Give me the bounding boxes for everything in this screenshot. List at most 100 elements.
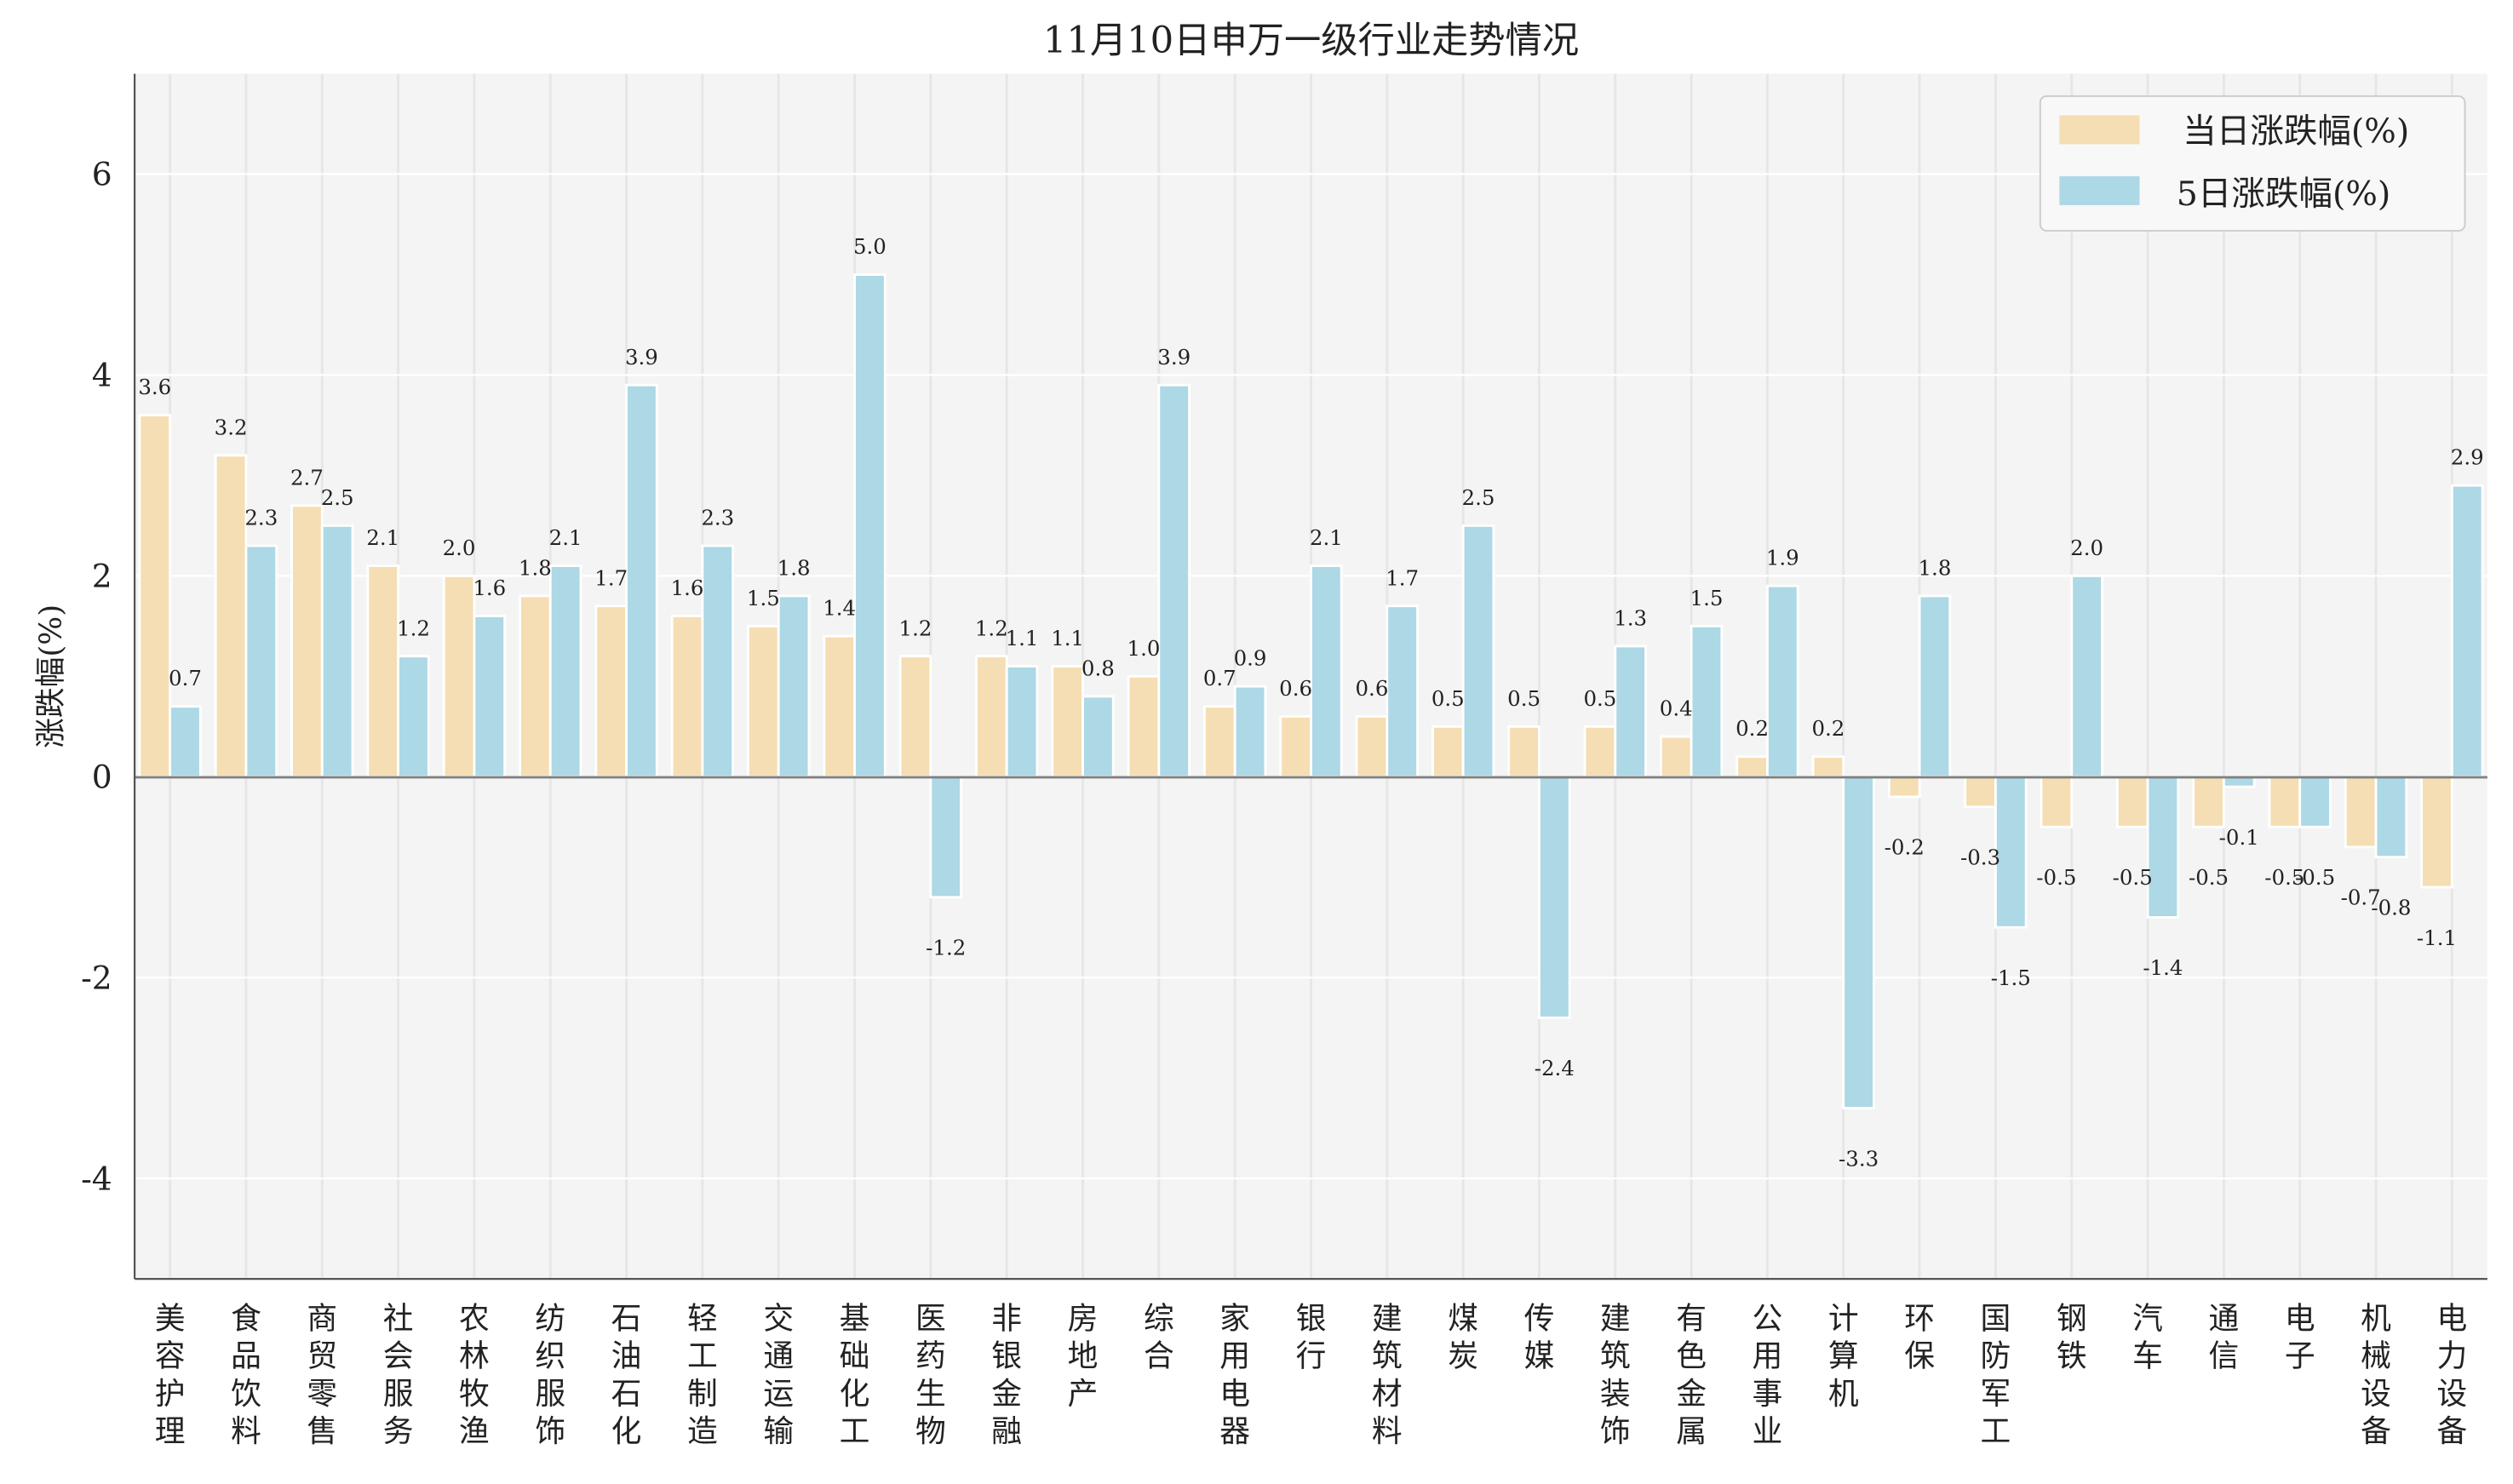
- bar-5day-14: [1233, 685, 1267, 778]
- bar-5day-28: [2298, 775, 2332, 828]
- data-label-5day-13: 3.9: [1157, 345, 1191, 370]
- data-label-daily-17: 0.5: [1431, 686, 1465, 711]
- bar-daily-10: [898, 655, 932, 778]
- bar-daily-15: [1279, 715, 1312, 778]
- bar-daily-0: [138, 414, 172, 778]
- x-tick-label: 纺织服饰: [535, 1301, 565, 1449]
- bar-daily-22: [1811, 755, 1845, 778]
- data-label-daily-3: 2.1: [366, 525, 399, 550]
- data-label-daily-6: 1.7: [594, 565, 628, 590]
- x-tick-label: 食品饮料: [231, 1301, 261, 1449]
- data-label-daily-26: -0.5: [2113, 865, 2153, 890]
- data-label-5day-11: 1.1: [1006, 626, 1039, 650]
- bar-daily-23: [1887, 775, 1921, 799]
- data-label-5day-26: -1.4: [2143, 955, 2183, 980]
- x-tick-label: 轻工制造: [687, 1301, 718, 1449]
- data-label-daily-0: 3.6: [138, 375, 171, 399]
- data-label-5day-1: 2.3: [244, 506, 278, 530]
- data-label-5day-14: 0.9: [1234, 646, 1267, 671]
- data-label-daily-19: 0.5: [1583, 686, 1616, 711]
- data-label-5day-16: 1.7: [1386, 565, 1419, 590]
- data-label-5day-27: -0.1: [2219, 825, 2259, 850]
- data-label-5day-28: -0.5: [2295, 865, 2335, 890]
- bar-daily-30: [2420, 775, 2453, 889]
- data-label-5day-8: 1.8: [777, 555, 811, 580]
- x-tick-label: 美容护理: [155, 1301, 186, 1449]
- x-tick-label: 建筑材料: [1372, 1301, 1403, 1449]
- data-label-daily-18: 0.5: [1507, 686, 1541, 711]
- bar-daily-2: [290, 504, 324, 778]
- bar-5day-25: [2070, 574, 2103, 778]
- chart-title: 11月10日申万一级行业走势情况: [1043, 20, 1579, 62]
- data-label-5day-10: -1.2: [926, 936, 966, 960]
- bar-5day-26: [2146, 775, 2180, 919]
- data-label-5day-0: 0.7: [169, 666, 202, 690]
- y-tick-label: -4: [81, 1160, 112, 1197]
- data-label-daily-24: -0.3: [1960, 845, 2000, 869]
- bar-daily-11: [975, 655, 1008, 778]
- bar-5day-30: [2450, 484, 2484, 778]
- bar-5day-11: [1005, 665, 1039, 778]
- x-tick-label: 传媒: [1524, 1301, 1555, 1373]
- data-label-daily-22: 0.2: [1811, 716, 1845, 741]
- bar-daily-5: [519, 594, 552, 778]
- y-axis-label: 涨跌幅(%): [34, 604, 69, 748]
- data-label-5day-12: 0.8: [1082, 656, 1115, 680]
- bar-daily-13: [1127, 674, 1161, 778]
- data-label-daily-8: 1.5: [747, 586, 780, 610]
- x-tick-label: 电子: [2285, 1301, 2315, 1373]
- data-label-daily-30: -1.1: [2417, 925, 2457, 950]
- bar-5day-9: [853, 273, 886, 778]
- data-label-daily-28: -0.5: [2264, 865, 2304, 890]
- data-label-5day-5: 2.1: [549, 525, 582, 550]
- bar-5day-0: [169, 705, 202, 778]
- bar-5day-17: [1461, 524, 1495, 778]
- data-label-5day-9: 5.0: [853, 234, 886, 259]
- data-label-daily-21: 0.2: [1736, 716, 1769, 741]
- data-label-5day-17: 2.5: [1462, 485, 1495, 510]
- x-tick-label: 交通运输: [763, 1301, 794, 1449]
- bar-daily-9: [823, 634, 856, 778]
- data-label-daily-9: 1.4: [823, 596, 856, 621]
- x-tick-label: 钢铁: [2057, 1301, 2087, 1373]
- data-label-5day-2: 2.5: [321, 485, 354, 510]
- data-label-daily-15: 0.6: [1279, 676, 1312, 701]
- x-tick-label: 社会服务: [383, 1301, 414, 1449]
- data-label-5day-22: -3.3: [1839, 1146, 1879, 1171]
- data-label-5day-18: -2.4: [1535, 1056, 1575, 1080]
- bar-5day-13: [1157, 383, 1191, 778]
- x-tick-label: 通信: [2209, 1301, 2240, 1373]
- bar-daily-29: [2344, 775, 2378, 849]
- bar-5day-12: [1082, 695, 1115, 778]
- bar-5day-22: [1842, 775, 1875, 1109]
- bar-5day-6: [625, 383, 658, 778]
- x-tick-label: 商贸零售: [307, 1301, 337, 1449]
- bar-5day-2: [320, 524, 354, 778]
- data-label-5day-4: 1.6: [473, 576, 506, 600]
- bar-5day-5: [548, 564, 582, 778]
- bar-5day-16: [1386, 604, 1419, 778]
- x-tick-label: 银行: [1296, 1301, 1327, 1373]
- bar-5day-21: [1766, 584, 1799, 778]
- bar-daily-17: [1431, 725, 1465, 778]
- data-label-daily-25: -0.5: [2036, 865, 2076, 890]
- x-tick-label: 医药生物: [915, 1301, 946, 1449]
- y-tick-label: 2: [92, 558, 112, 595]
- bar-daily-25: [2040, 775, 2074, 828]
- data-label-daily-1: 3.2: [215, 415, 248, 439]
- data-label-daily-16: 0.6: [1356, 676, 1389, 701]
- bar-daily-21: [1736, 755, 1769, 778]
- bar-daily-16: [1355, 715, 1389, 778]
- data-label-daily-7: 1.6: [671, 576, 704, 600]
- data-label-5day-24: -1.5: [1991, 965, 2031, 990]
- x-tick-label: 电力设备: [2436, 1301, 2467, 1449]
- bar-daily-7: [670, 615, 704, 778]
- x-tick-label: 计算机: [1828, 1301, 1859, 1411]
- data-label-daily-13: 1.0: [1127, 636, 1161, 661]
- bar-daily-27: [2192, 775, 2225, 828]
- bar-5day-20: [1690, 624, 1724, 778]
- legend: 当日涨跌幅(%) 5日涨跌幅(%): [2039, 95, 2466, 232]
- legend-label-daily: 当日涨跌幅(%): [2183, 112, 2409, 152]
- legend-swatch-5day: [2059, 176, 2140, 205]
